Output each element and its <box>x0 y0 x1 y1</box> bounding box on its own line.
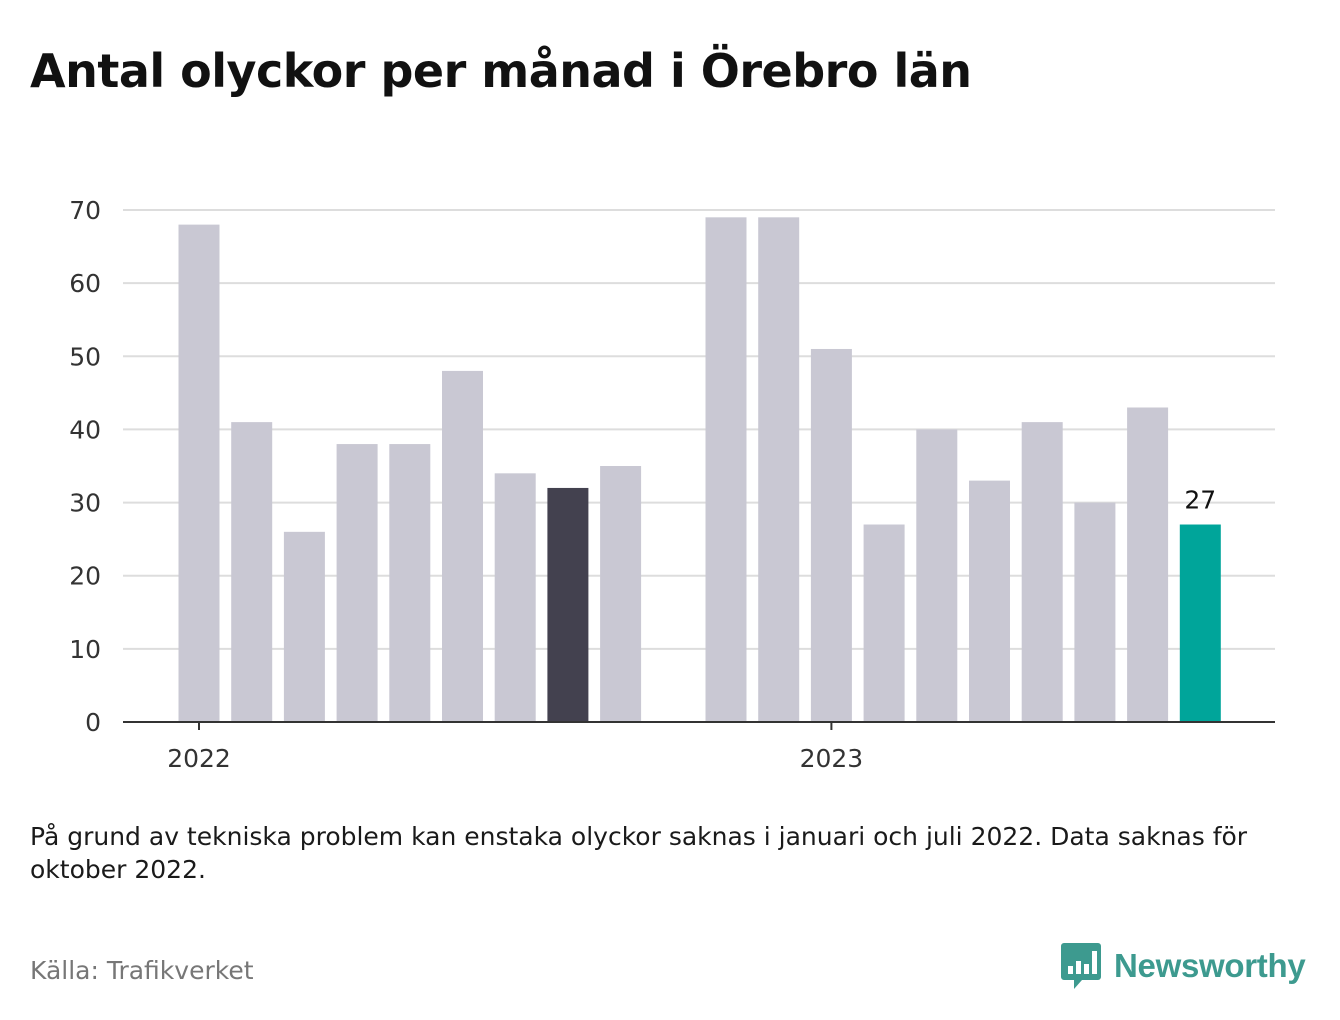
brand-name: Newsworthy <box>1114 947 1306 984</box>
bar-2023-03 <box>916 429 958 722</box>
bar-2023-07 <box>1127 407 1169 722</box>
y-axis-labels: 0 10 20 30 40 50 60 70 <box>69 196 101 737</box>
y-tick-label-50: 50 <box>69 342 101 371</box>
newsworthy-logo-icon <box>1061 943 1101 989</box>
brand-logo[interactable]: Newsworthy <box>1060 940 1306 992</box>
bar-2022-07 <box>494 473 536 722</box>
bar-2022-09 <box>600 466 642 722</box>
y-tick-label-70: 70 <box>69 196 101 225</box>
y-tick-label-40: 40 <box>69 415 101 444</box>
x-axis-labels: 2022 2023 <box>167 722 863 773</box>
x-tick-label-2022: 2022 <box>167 744 231 773</box>
y-tick-label-10: 10 <box>69 635 101 664</box>
bar-2023-01 <box>810 348 852 722</box>
bar-2022-12 <box>758 217 800 723</box>
y-tick-label-30: 30 <box>69 489 101 518</box>
x-tick-label-2023: 2023 <box>800 744 864 773</box>
bars <box>178 217 1221 723</box>
data-label-last: 27 <box>1184 486 1216 515</box>
bar-2022-01 <box>178 224 220 722</box>
bar-2022-02 <box>231 422 273 722</box>
data-labels: 27 <box>1184 486 1216 515</box>
bar-2023-06 <box>1074 502 1116 722</box>
chart-title: Antal olyckor per månad i Örebro län <box>30 44 972 98</box>
bar-2022-05 <box>389 444 431 722</box>
y-tick-label-0: 0 <box>85 708 101 737</box>
footnote: På grund av tekniska problem kan enstaka… <box>30 822 1248 884</box>
bar-2023-02 <box>863 524 905 722</box>
bar-2023-05 <box>1021 422 1063 722</box>
y-tick-label-20: 20 <box>69 562 101 591</box>
bar-2022-04 <box>336 444 378 722</box>
bar-2022-11 <box>705 217 747 723</box>
source-text: Källa: Trafikverket <box>30 956 254 985</box>
bar-2022-08 <box>547 487 589 722</box>
y-tick-label-60: 60 <box>69 269 101 298</box>
bar-2022-06 <box>442 370 483 722</box>
bar-2023-08 <box>1179 524 1221 722</box>
bar-2022-03 <box>283 531 325 722</box>
bar-2023-04 <box>969 480 1010 722</box>
bar-chart: 0 10 20 30 40 50 60 70 27 2022 2023 <box>69 196 1275 773</box>
